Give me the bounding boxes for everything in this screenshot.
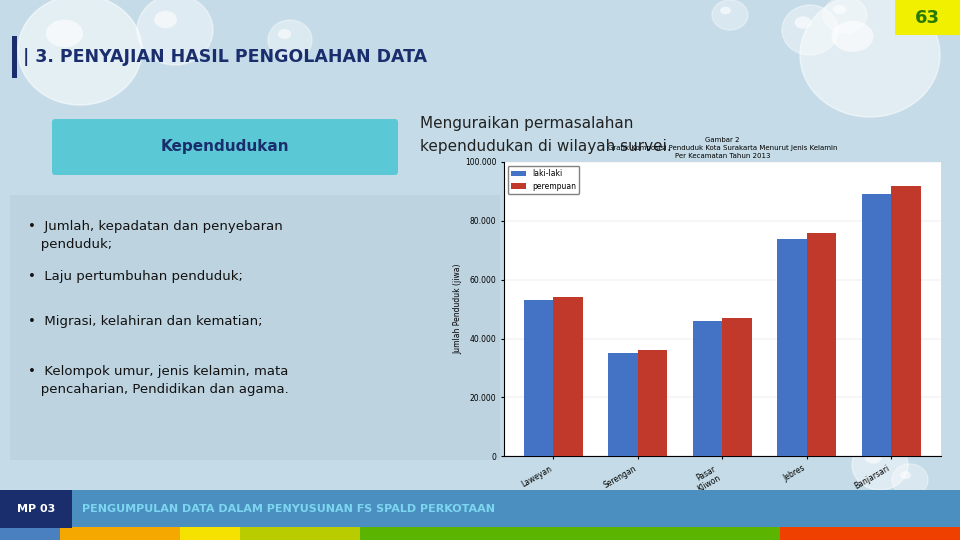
- Bar: [722, 318, 752, 456]
- Bar: [360, 527, 480, 540]
- Ellipse shape: [782, 5, 838, 55]
- Text: Menguraikan permasalahan
kependudukan di wilayah survei.: Menguraikan permasalahan kependudukan di…: [420, 117, 672, 153]
- Ellipse shape: [852, 440, 908, 490]
- Text: •  Kelompok umur, jenis kelamin, mata
   pencaharian, Pendidikan dan agama.: • Kelompok umur, jenis kelamin, mata pen…: [28, 365, 289, 396]
- Ellipse shape: [277, 29, 291, 39]
- X-axis label: Kecamatan: Kecamatan: [697, 496, 748, 505]
- Ellipse shape: [18, 0, 142, 105]
- Bar: [600, 527, 780, 540]
- Bar: [778, 239, 807, 456]
- Text: PENGUMPULAN DATA DALAM PENYUSUNAN FS SPALD PERKOTAAN: PENGUMPULAN DATA DALAM PENYUSUNAN FS SPA…: [82, 504, 495, 514]
- Text: | 3. PENYAJIAN HASIL PENGOLAHAN DATA: | 3. PENYAJIAN HASIL PENGOLAHAN DATA: [23, 48, 427, 66]
- Ellipse shape: [155, 11, 177, 28]
- Bar: [807, 233, 836, 456]
- Y-axis label: Jumlah Penduduk (jiwa): Jumlah Penduduk (jiwa): [453, 264, 462, 354]
- Ellipse shape: [712, 0, 748, 30]
- Ellipse shape: [800, 0, 940, 117]
- Bar: [693, 321, 722, 456]
- Bar: [0, 490, 72, 528]
- Ellipse shape: [720, 6, 731, 14]
- Ellipse shape: [831, 21, 874, 52]
- Ellipse shape: [900, 471, 911, 479]
- Bar: [637, 350, 667, 456]
- Title: Gambar 2
Grafik Komposisi Penduduk Kota Surakarta Menurut Jenis Kelamin
Per Keca: Gambar 2 Grafik Komposisi Penduduk Kota …: [608, 137, 837, 159]
- Text: •  Migrasi, kelahiran dan kematian;: • Migrasi, kelahiran dan kematian;: [28, 315, 262, 328]
- Bar: [609, 353, 637, 456]
- Bar: [240, 527, 360, 540]
- Ellipse shape: [865, 451, 881, 464]
- Bar: [0, 527, 60, 540]
- Bar: [60, 527, 180, 540]
- Text: Kependudukan: Kependudukan: [160, 139, 289, 154]
- Bar: [862, 194, 892, 456]
- Ellipse shape: [823, 0, 867, 33]
- Bar: [480, 527, 600, 540]
- Bar: [780, 527, 960, 540]
- Ellipse shape: [137, 0, 213, 65]
- FancyBboxPatch shape: [52, 119, 398, 175]
- Text: •  Jumlah, kepadatan dan penyebaran
   penduduk;: • Jumlah, kepadatan dan penyebaran pendu…: [28, 220, 283, 251]
- Ellipse shape: [46, 20, 84, 47]
- Bar: [10, 195, 500, 460]
- Bar: [553, 298, 583, 456]
- Bar: [0, 490, 960, 528]
- Legend: laki-laki, perempuan: laki-laki, perempuan: [508, 166, 579, 194]
- Ellipse shape: [795, 16, 811, 29]
- Ellipse shape: [892, 464, 928, 496]
- Ellipse shape: [833, 5, 846, 14]
- Bar: [892, 186, 921, 456]
- Text: •  Laju pertumbuhan penduduk;: • Laju pertumbuhan penduduk;: [28, 270, 243, 283]
- Ellipse shape: [268, 20, 312, 60]
- Text: 63: 63: [915, 9, 940, 27]
- Bar: [12, 36, 17, 78]
- Text: MP 03: MP 03: [17, 504, 55, 514]
- Bar: [524, 300, 553, 456]
- Bar: [895, 0, 960, 35]
- Bar: [180, 527, 240, 540]
